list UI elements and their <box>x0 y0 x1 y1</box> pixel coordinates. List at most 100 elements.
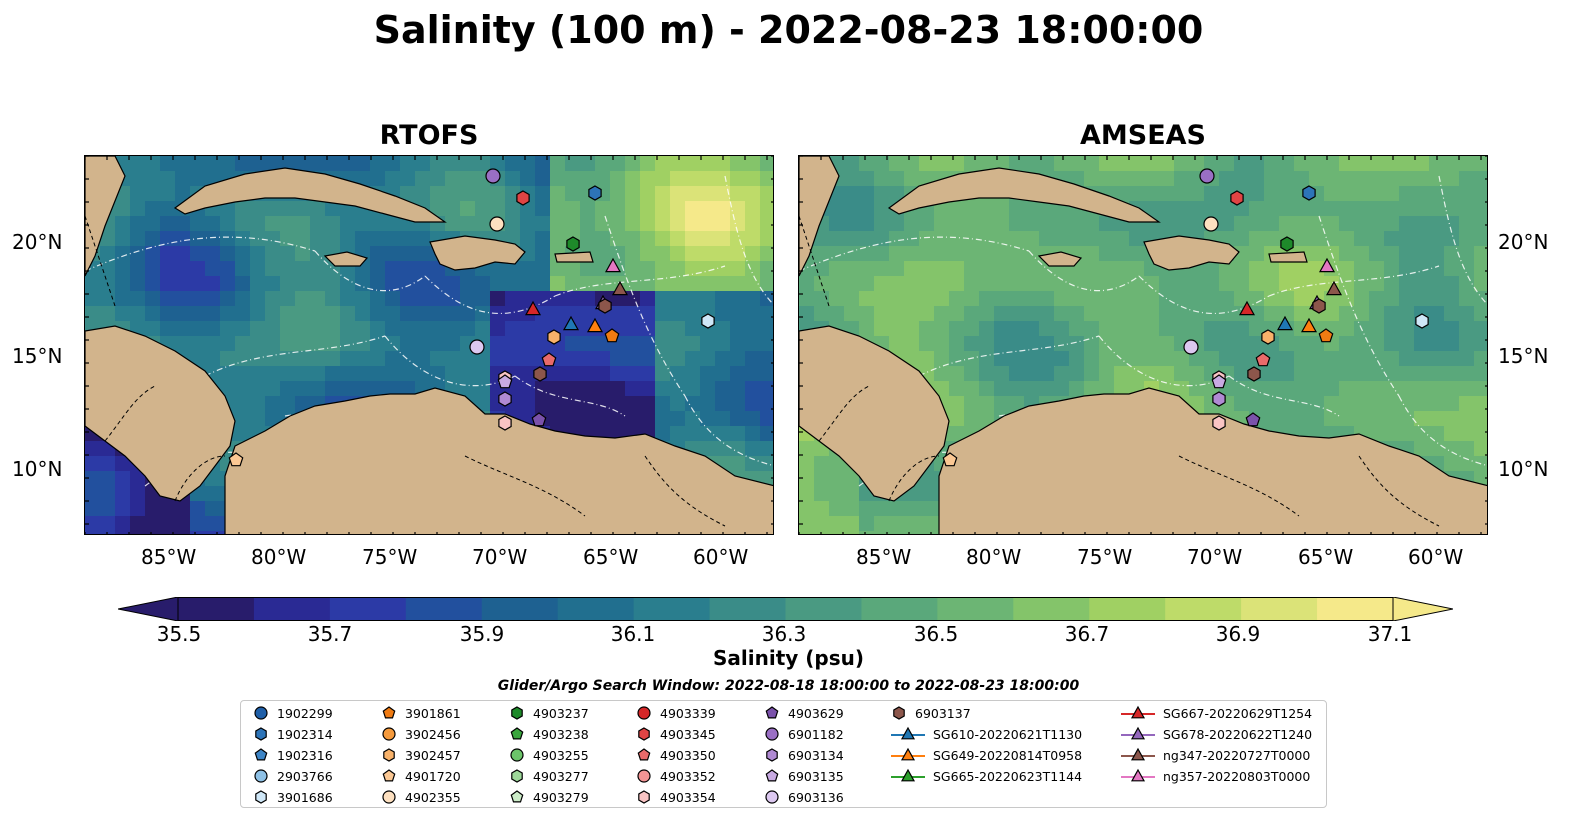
colorbar-extend-low <box>117 596 179 622</box>
observation-marker <box>1255 352 1271 367</box>
legend-item-label: 6903137 <box>915 705 971 721</box>
observation-marker <box>1238 300 1256 316</box>
legend-item-label: 1902299 <box>277 705 333 721</box>
lon-tick-label: 65°W <box>583 545 639 569</box>
observation-marker <box>510 748 524 762</box>
legend-marker-icon <box>638 727 650 741</box>
lon-tick-label: 85°W <box>141 545 197 569</box>
observation-marker <box>1183 339 1199 355</box>
observation-marker <box>598 298 612 314</box>
observation-marker <box>1230 190 1244 206</box>
legend-item: 4902355 <box>381 789 461 805</box>
legend-item: 4903237 <box>509 705 589 721</box>
legend-marker-icon <box>511 769 523 783</box>
legend-marker-icon <box>255 790 267 804</box>
land-polygon <box>1143 235 1240 271</box>
panel-title-rtofs: RTOFS <box>379 120 479 151</box>
colorbar-tick: 35.7 <box>307 622 353 646</box>
colorbar-tick: 36.7 <box>1064 622 1110 646</box>
lon-tick-label: 80°W <box>251 545 307 569</box>
colorbar-segment <box>405 597 483 621</box>
observation-marker <box>765 727 779 741</box>
observation-markers <box>942 168 1429 467</box>
legend-item-label: 4903339 <box>660 705 716 721</box>
legend-item: 4903629 <box>764 705 844 721</box>
legend-marker-icon <box>765 769 779 782</box>
legend-item: 4903277 <box>509 768 589 784</box>
observation-marker <box>254 748 268 761</box>
observation-marker <box>531 412 547 427</box>
legend-item: 4903339 <box>636 705 716 721</box>
observation-marker <box>1247 366 1261 382</box>
observation-marker <box>511 706 523 720</box>
observation-marker <box>586 317 604 333</box>
lon-tick-label: 75°W <box>1077 545 1133 569</box>
land-polygon <box>799 325 950 502</box>
legend-item-label: 2903766 <box>277 768 333 784</box>
observation-marker <box>566 236 580 252</box>
legend-marker-icon <box>254 748 268 761</box>
observation-marker <box>1325 280 1343 296</box>
legend-item: SG667-20220629T1254 <box>1121 705 1312 721</box>
map-amseas <box>798 155 1488 535</box>
legend-item-label: 4903277 <box>533 768 589 784</box>
legend-item: 3902457 <box>381 747 461 763</box>
legend-item-label: 4903350 <box>660 747 716 763</box>
lat-tick-label: 10°N <box>12 457 63 481</box>
legend-item: 3902456 <box>381 726 461 742</box>
legend-item-label: ng357-20220803T0000 <box>1163 768 1311 784</box>
legend-marker-icon <box>383 748 395 762</box>
legend-item: 4903279 <box>509 789 589 805</box>
observation-marker <box>1300 317 1318 333</box>
legend-marker-icon <box>510 790 524 803</box>
colorbar-segment <box>178 597 255 621</box>
land-polygon <box>1268 251 1308 263</box>
legend-marker-icon <box>1121 705 1155 719</box>
colorbar-segment <box>785 597 863 621</box>
search-window-caption: Glider/Argo Search Window: 2022-08-18 18… <box>497 678 1080 694</box>
legend-item-label: 4902355 <box>405 789 461 805</box>
observation-marker <box>511 769 523 783</box>
observation-marker <box>1276 315 1294 331</box>
legend-marker-icon <box>1121 747 1155 761</box>
legend-item-label: 6901182 <box>788 726 844 742</box>
legend-item: 4903354 <box>636 789 716 805</box>
lon-tick-label: 70°W <box>1187 545 1243 569</box>
legend-marker-icon <box>766 748 778 762</box>
legend-marker-icon <box>893 706 905 720</box>
colorbar-segment <box>633 597 711 621</box>
colorbar-segment <box>1089 597 1166 621</box>
lon-tick-label: 85°W <box>856 545 912 569</box>
colorbar-segment <box>1241 597 1318 621</box>
legend-item-label: 6903134 <box>788 747 844 763</box>
legend-item: 6903134 <box>764 747 844 763</box>
colorbar-segment <box>329 597 407 621</box>
observation-marker <box>533 366 547 382</box>
legend-item-label: 4903629 <box>788 705 844 721</box>
colorbar-segment <box>1317 597 1394 621</box>
legend-item: 4903352 <box>636 768 716 784</box>
legend-item: SG665-20220623T1144 <box>891 768 1082 784</box>
land-polygon <box>554 251 594 263</box>
observation-marker <box>254 769 268 783</box>
observation-marker <box>1212 415 1226 431</box>
legend-item-label: 3902456 <box>405 726 461 742</box>
legend-item-label: 3902457 <box>405 747 461 763</box>
legend-item-label: 6903135 <box>788 768 844 784</box>
legend-marker-icon <box>254 706 268 720</box>
legend-marker-icon <box>637 706 651 720</box>
map-rtofs <box>84 155 774 535</box>
observation-marker <box>510 790 524 803</box>
legend-item: 6903137 <box>891 705 971 721</box>
legend-marker-icon <box>891 768 925 782</box>
lat-tick-label: 15°N <box>12 344 63 368</box>
legend-marker-icon <box>1121 726 1155 740</box>
legend-item-label: 3901861 <box>405 705 461 721</box>
landmasses <box>799 156 1487 534</box>
observation-marker <box>497 374 513 389</box>
panel-title-amseas: AMSEAS <box>1080 120 1206 151</box>
colorbar-tick: 36.9 <box>1215 622 1261 646</box>
lon-tick-label: 60°W <box>1408 545 1464 569</box>
legend-marker-icon <box>765 790 779 804</box>
legend-marker-icon <box>382 727 396 741</box>
